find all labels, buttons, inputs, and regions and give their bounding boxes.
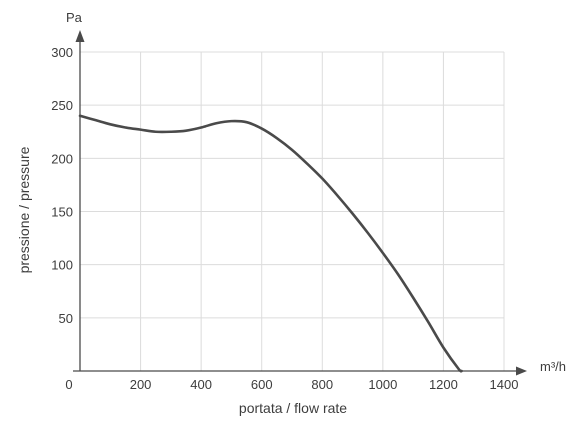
x-tick-label: 200: [130, 377, 152, 392]
y-axis-title: pressione / pressure: [16, 146, 32, 273]
x-tick-label: 800: [311, 377, 333, 392]
x-axis-title: portata / flow rate: [239, 400, 347, 416]
pressure-flow-curve: [78, 114, 463, 373]
grid: [80, 51, 505, 371]
x-tick-label: 1400: [490, 377, 519, 392]
x-tick-label: 1000: [368, 377, 397, 392]
x-tick-label: 0: [65, 377, 72, 392]
y-tick-label: 250: [51, 98, 73, 113]
y-tick-label: 50: [59, 311, 73, 326]
series-layer: [78, 114, 463, 373]
x-axis-arrow: [516, 366, 527, 376]
y-unit-label: Pa: [66, 10, 83, 25]
y-tick-label: 300: [51, 45, 73, 60]
y-tick-label: 150: [51, 205, 73, 220]
x-unit-label: m³/h: [540, 359, 566, 374]
y-axis-arrow: [75, 30, 85, 42]
y-tick-label: 100: [51, 258, 73, 273]
x-tick-label: 400: [190, 377, 212, 392]
tick-labels: 0 200 400 600 800 1000 1200 1400 50 100 150 200 250 3…: [51, 45, 518, 392]
x-tick-label: 1200: [429, 377, 458, 392]
x-tick-label: 600: [251, 377, 273, 392]
y-tick-label: 200: [51, 151, 73, 166]
axes: [73, 30, 527, 376]
